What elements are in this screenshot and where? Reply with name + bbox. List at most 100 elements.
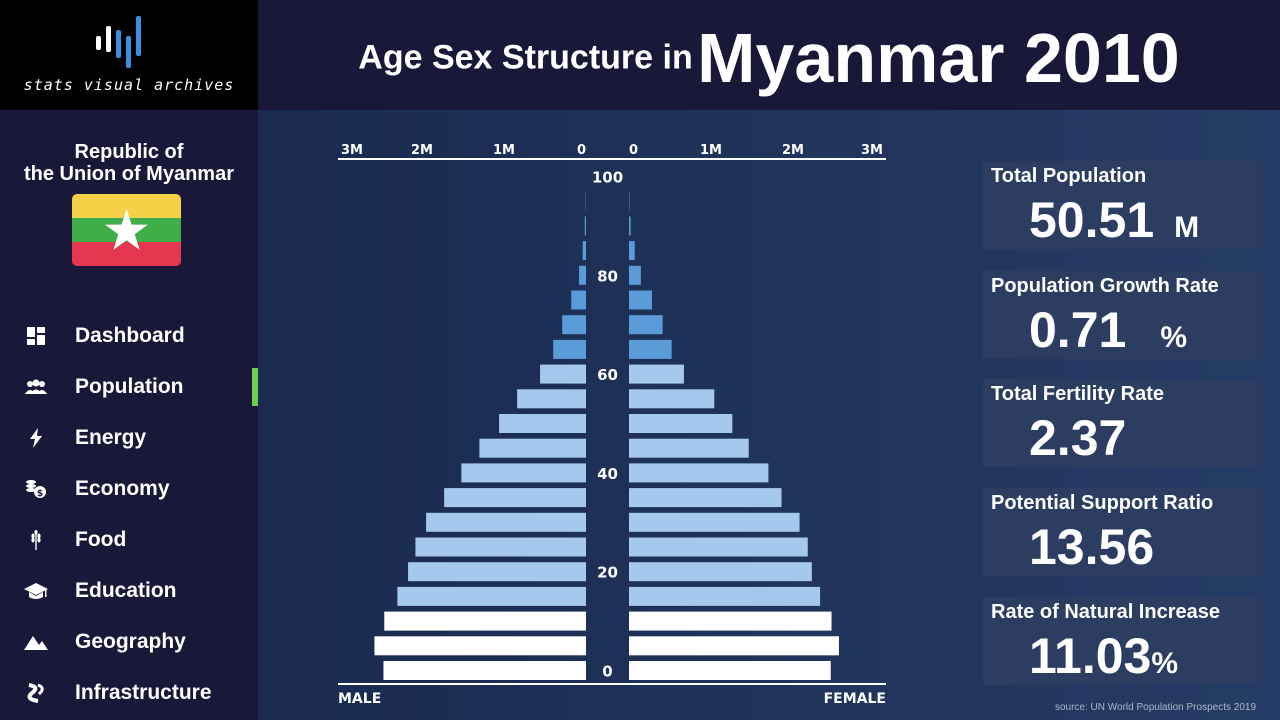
bar-female-40-44 (629, 463, 769, 483)
bar-male-55-59 (517, 389, 586, 409)
svg-text:$: $ (37, 489, 43, 499)
nav-active-indicator (252, 368, 258, 406)
nav-label-economy: Economy (75, 477, 170, 500)
stat-unit: % (1151, 647, 1179, 680)
nav-label-food: Food (75, 528, 127, 551)
bar-female-25-29 (629, 537, 808, 557)
dashboard-icon (24, 326, 48, 346)
age-tick-label: 100 (592, 169, 623, 187)
stat-value: 11.03% (1029, 627, 1178, 685)
sidebar: stats visual archives Republic of the Un… (0, 0, 258, 720)
stat-label: Total Population (991, 165, 1147, 187)
header-bar (258, 0, 1280, 110)
x-tick-label-female: 1M (700, 143, 722, 158)
bar-female-5-9 (629, 636, 839, 656)
bar-male-40-44 (461, 463, 586, 483)
x-tick-label-male: 0 (577, 143, 586, 158)
bar-male-85-89 (582, 241, 586, 261)
stat-number: 2.37 (1029, 410, 1127, 466)
coins-icon: $ (24, 479, 48, 499)
stat-number: 0.71 (1029, 302, 1127, 358)
bar-male-20-24 (408, 562, 586, 582)
bar-male-80-84 (579, 265, 586, 285)
age-tick-label: 80 (597, 267, 618, 285)
nav-item-food[interactable]: Food (0, 520, 258, 560)
brand-logo[interactable]: stats visual archives (0, 0, 258, 110)
stat-card-fertility-rate: Total Fertility Rate 2.37 (983, 379, 1261, 467)
age-tick-label: 40 (597, 465, 618, 483)
nav-item-dashboard[interactable]: Dashboard (0, 316, 258, 356)
x-tick-label-female: 3M (861, 143, 883, 158)
road-icon (24, 683, 48, 703)
age-tick-label: 0 (602, 663, 612, 681)
bar-male-10-14 (384, 611, 586, 631)
x-tick-label-male: 2M (411, 143, 433, 158)
bar-male-30-34 (426, 512, 586, 532)
bar-female-45-49 (629, 438, 749, 458)
bar-chart-logo-icon (96, 16, 141, 68)
stat-unit: M (1174, 211, 1200, 244)
bar-female-90-94 (629, 216, 631, 236)
stat-card-support-ratio: Potential Support Ratio 13.56 (983, 488, 1261, 576)
bar-female-85-89 (629, 241, 635, 261)
stat-value: 0.71% (1029, 301, 1187, 359)
bar-female-35-39 (629, 488, 782, 508)
bar-male-15-19 (397, 586, 586, 606)
age-tick-label: 20 (597, 564, 618, 582)
lightning-icon (24, 428, 48, 448)
country-name: Republic of the Union of Myanmar (0, 141, 258, 185)
bar-male-25-29 (415, 537, 586, 557)
x-axis-label-female: FEMALE (824, 691, 886, 707)
nav-label-infrastructure: Infrastructure (75, 681, 212, 704)
bar-female-70-74 (629, 315, 663, 335)
bar-male-5-9 (374, 636, 586, 656)
bar-male-35-39 (444, 488, 586, 508)
x-tick-label-female: 0 (629, 143, 638, 158)
bar-female-80-84 (629, 265, 641, 285)
nav-item-energy[interactable]: Energy (0, 418, 258, 458)
nav-item-population[interactable]: Population (0, 367, 258, 407)
country-name-line2: the Union of Myanmar (23, 163, 234, 185)
nav-label-energy: Energy (75, 426, 147, 449)
bar-female-15-19 (629, 586, 821, 606)
graduation-cap-icon (24, 581, 48, 601)
nav-item-economy[interactable]: $ Economy (0, 469, 258, 509)
age-tick-label: 60 (597, 366, 618, 384)
x-axis-label-male: MALE (338, 691, 381, 707)
brand-name: stats visual archives (23, 76, 235, 94)
bar-male-75-79 (571, 290, 586, 310)
nav-item-education[interactable]: Education (0, 571, 258, 611)
bar-male-90-94 (584, 216, 586, 236)
nav-label-geography: Geography (75, 630, 186, 653)
bar-female-75-79 (629, 290, 652, 310)
country-name-line1: Republic of (74, 141, 184, 163)
stat-card-growth-rate: Population Growth Rate 0.71% (983, 271, 1261, 359)
bar-male-60-64 (540, 364, 586, 384)
bar-male-65-69 (553, 339, 586, 359)
source-note: source: UN World Population Prospects 20… (1054, 702, 1256, 713)
nav-label-population: Population (75, 375, 184, 398)
bar-female-30-34 (629, 512, 800, 532)
bar-female-55-59 (629, 389, 715, 409)
stat-label: Rate of Natural Increase (991, 601, 1220, 623)
page-title-main: Myanmar 2010 (697, 19, 1180, 97)
bar-female-20-24 (629, 562, 812, 582)
stat-value: 50.51 M (1029, 191, 1199, 249)
nav-item-geography[interactable]: Geography (0, 622, 258, 662)
stat-card-total-population: Total Population 50.51 M (983, 161, 1261, 249)
x-tick-label-male: 1M (493, 143, 515, 158)
bar-female-65-69 (629, 339, 672, 359)
stat-value: 13.56 (1029, 518, 1154, 576)
stat-number: 50.51 (1029, 192, 1155, 248)
bar-male-50-54 (499, 414, 586, 433)
people-icon (24, 377, 48, 397)
stat-label: Total Fertility Rate (991, 383, 1164, 405)
bar-female-60-64 (629, 364, 684, 384)
nav-item-infrastructure[interactable]: Infrastructure (0, 673, 258, 713)
bar-female-0-4 (629, 661, 831, 680)
myanmar-flag-icon (72, 194, 181, 266)
nav-label-education: Education (75, 579, 177, 602)
page-title: Age Sex Structure in Myanmar 2010 (258, 18, 1280, 98)
stat-unit: % (1160, 321, 1188, 354)
x-tick-label-female: 2M (782, 143, 804, 158)
